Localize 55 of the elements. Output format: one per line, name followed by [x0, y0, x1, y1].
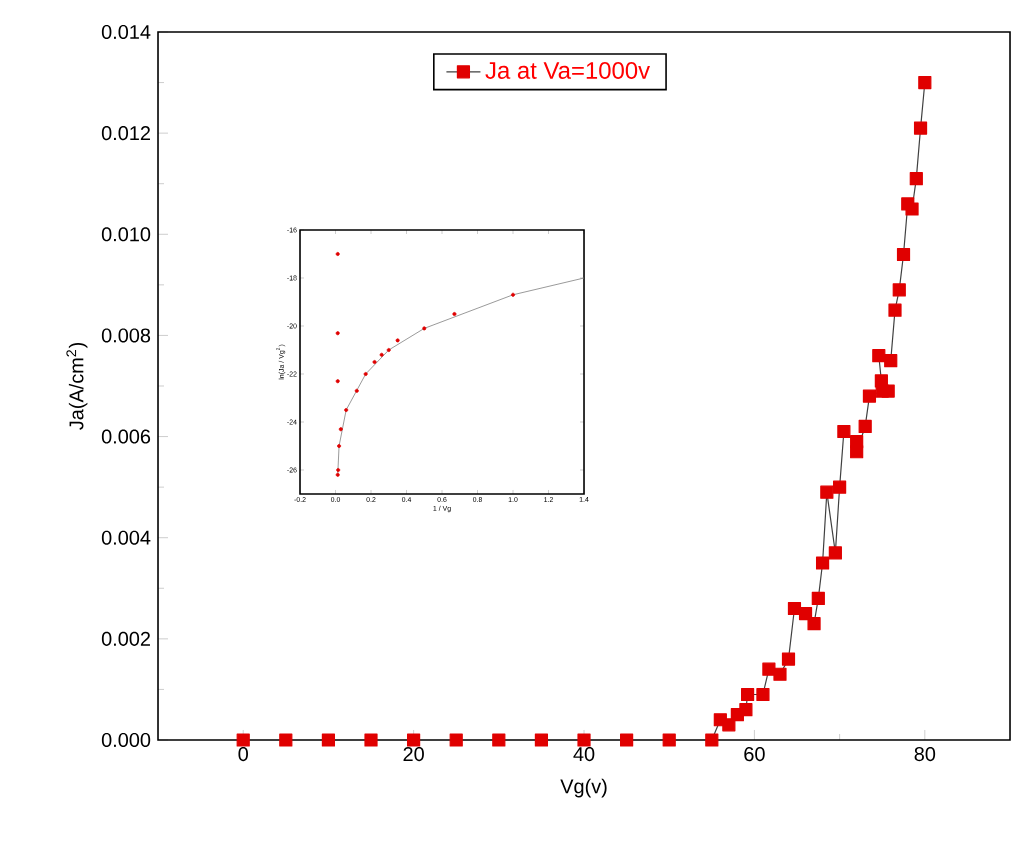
point	[820, 485, 834, 499]
y-tick-label: 0.004	[101, 530, 151, 545]
point	[872, 349, 886, 363]
point	[781, 652, 796, 666]
point	[815, 556, 830, 570]
point	[913, 121, 928, 135]
point	[862, 389, 877, 403]
point	[828, 546, 842, 560]
point	[773, 667, 787, 681]
point	[762, 662, 776, 676]
point	[892, 283, 906, 297]
point	[741, 687, 755, 702]
point	[236, 733, 250, 747]
point	[833, 480, 847, 494]
x-axis-title: Vg(v)	[560, 778, 607, 798]
y-tick-label: 0.012	[101, 126, 150, 141]
legend-label: Ja at Va=1000v	[485, 62, 650, 79]
point	[577, 733, 591, 747]
y-tick-label: 0.014	[101, 24, 151, 40]
x-tick-label: 40	[573, 747, 595, 762]
point	[905, 202, 919, 216]
y-tick-label: 0.000	[101, 732, 151, 748]
point	[888, 303, 902, 317]
point	[449, 733, 463, 747]
point	[909, 172, 923, 186]
point	[858, 419, 872, 434]
point	[756, 687, 770, 702]
point	[811, 591, 825, 605]
x-tick-label: 0	[238, 747, 248, 762]
point	[407, 733, 421, 747]
point	[918, 75, 932, 90]
point	[874, 374, 888, 388]
y-tick-label: 0.006	[101, 429, 151, 444]
x-tick-label: 20	[403, 747, 424, 762]
point	[837, 424, 851, 439]
y-tick-label: 0.008	[101, 328, 151, 343]
point	[279, 733, 293, 747]
y-tick-label: 0.010	[101, 227, 151, 242]
y-tick-label: 0.002	[101, 631, 150, 646]
point	[705, 733, 719, 747]
point	[662, 733, 676, 747]
x-tick-label: 60	[744, 747, 765, 762]
point	[884, 354, 898, 368]
point	[896, 247, 911, 262]
point	[620, 733, 634, 747]
point	[739, 703, 753, 717]
y-axis-title: Ja(A/cm$^{2}$)	[66, 343, 88, 430]
point	[722, 718, 736, 732]
point	[807, 617, 821, 631]
point	[364, 733, 378, 747]
point	[534, 733, 549, 747]
point	[492, 733, 506, 747]
point	[850, 445, 864, 459]
point	[321, 733, 336, 747]
x-tick-label: 80	[914, 747, 936, 762]
